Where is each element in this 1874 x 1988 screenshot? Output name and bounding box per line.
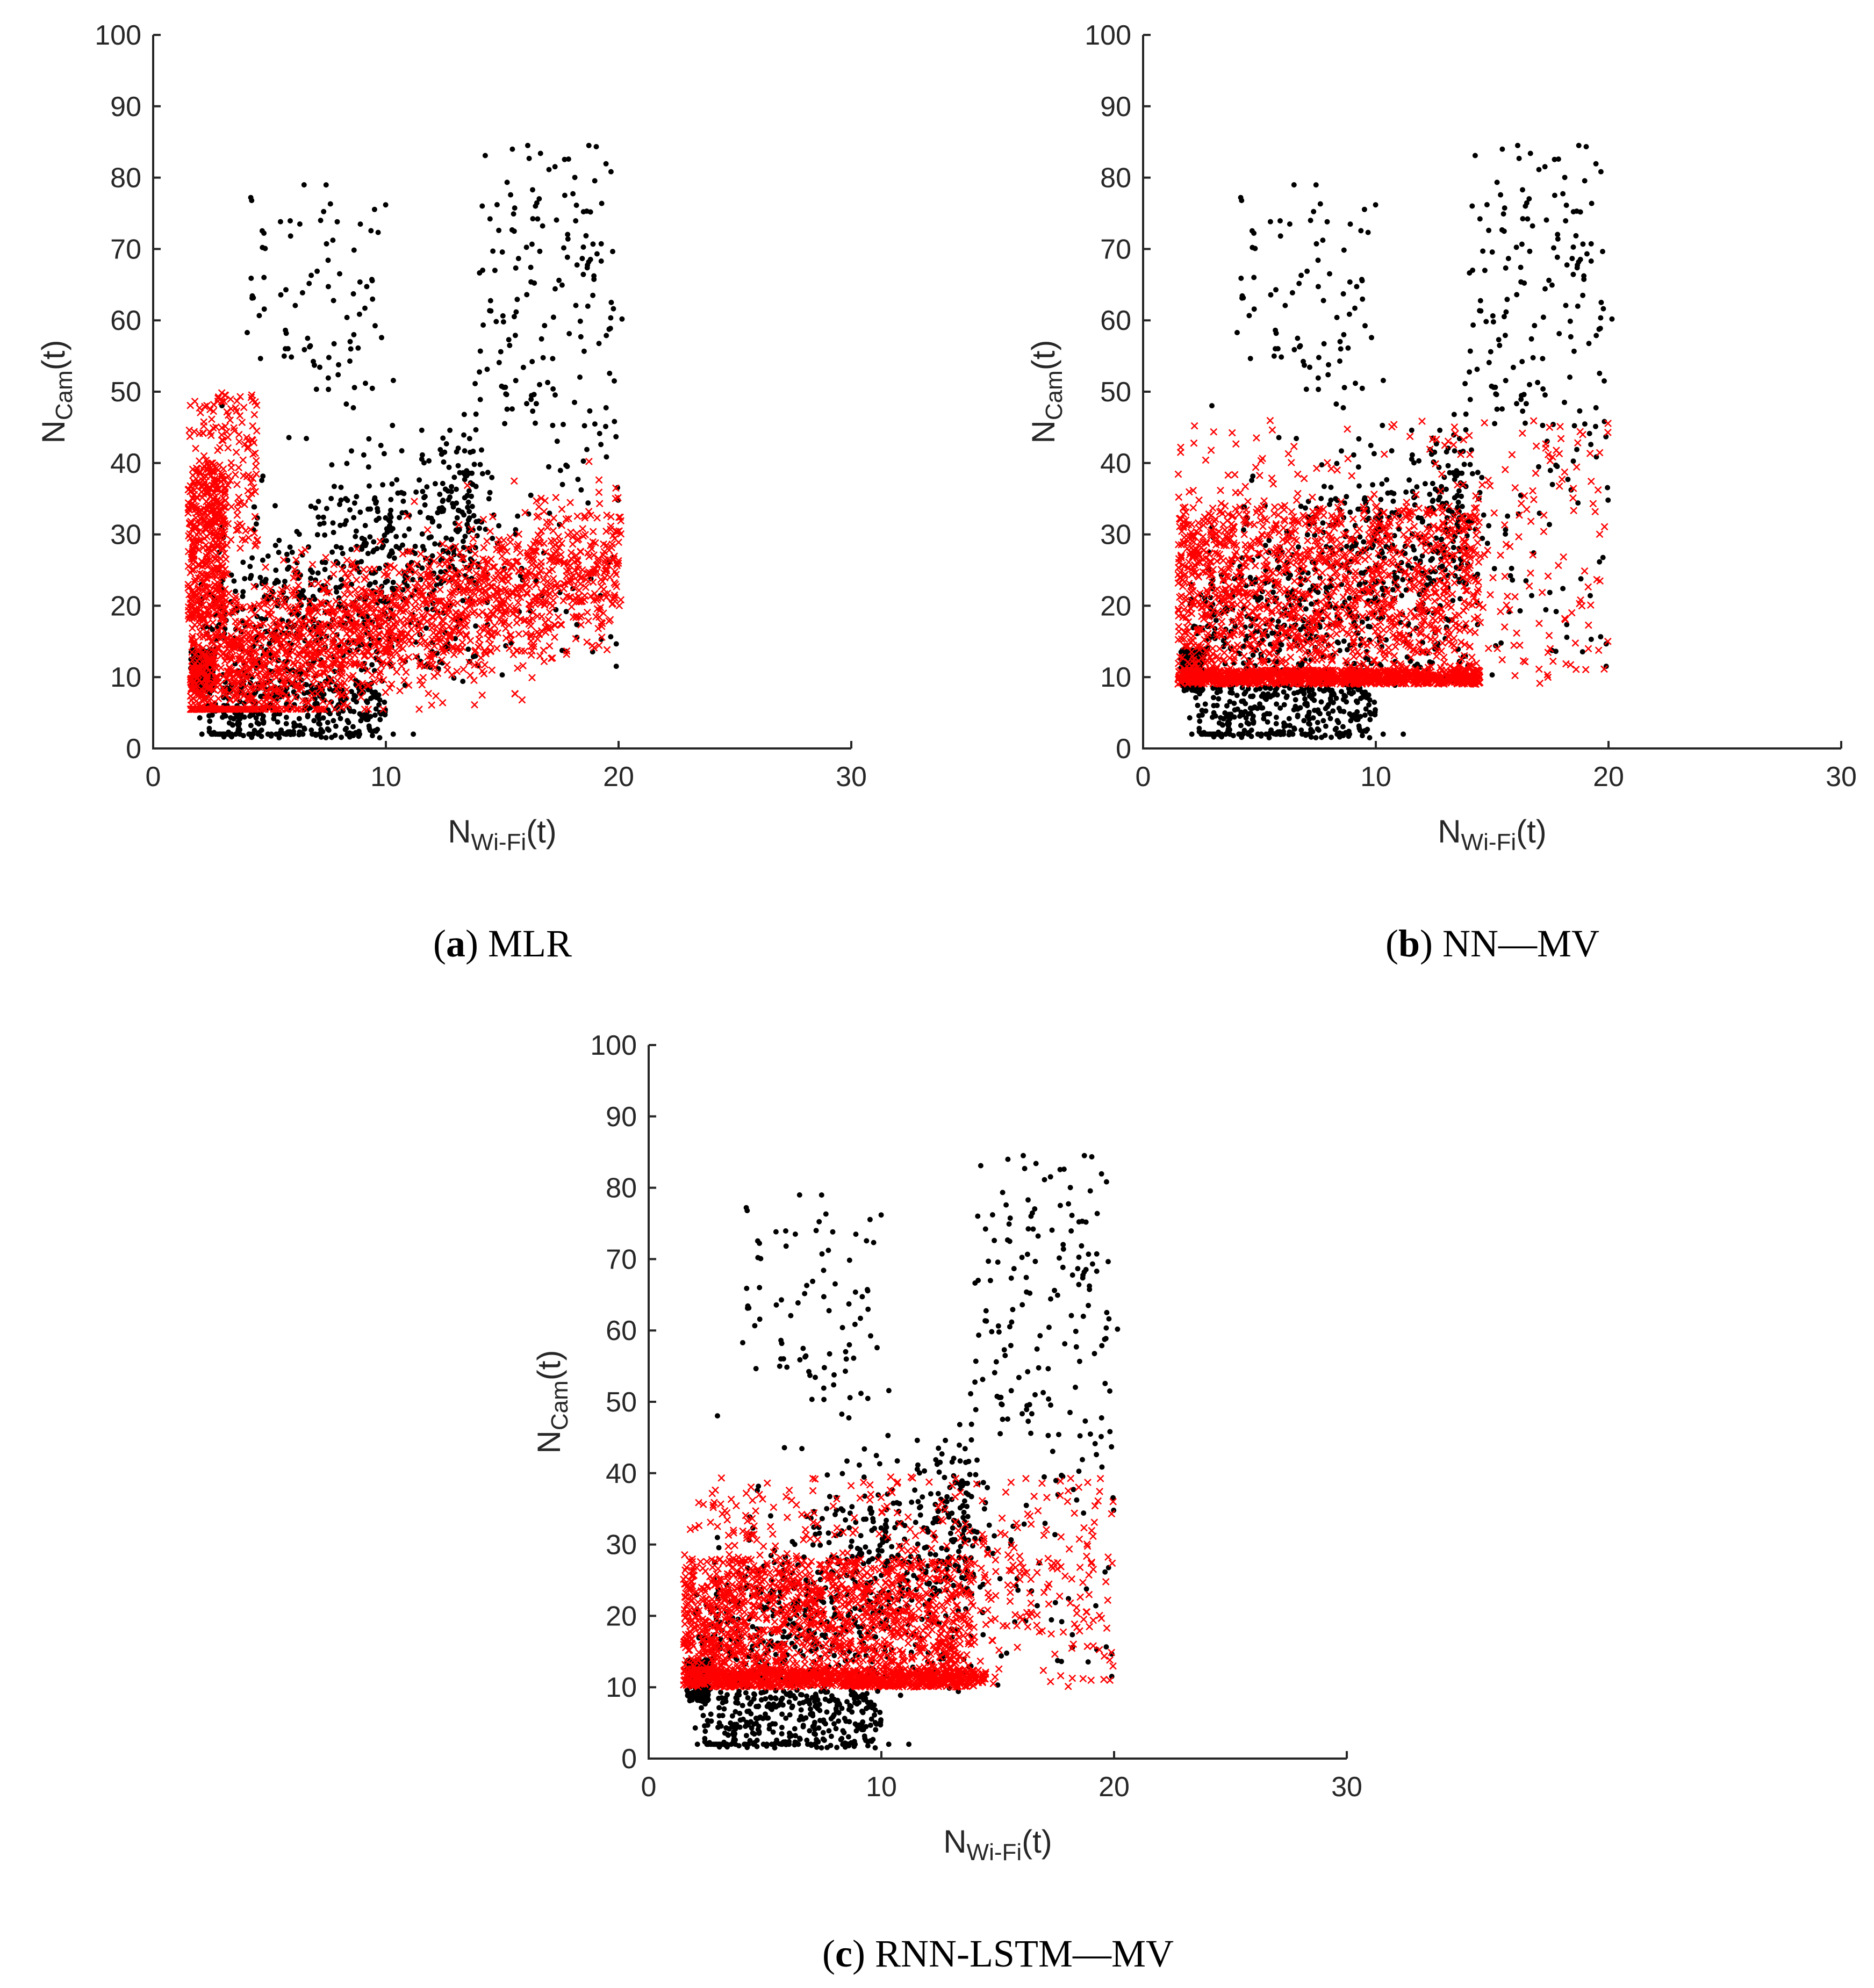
x-tick-labels: 0 10 20 30 xyxy=(1136,761,1857,793)
predicted-series xyxy=(1174,416,1612,688)
data-point-crosses xyxy=(680,1473,1117,1691)
panel-rnn-lstm-mv: 0 10 20 30 0 10 20 30 40 50 60 70 80 90 100 NWi-Fi(t)… xyxy=(531,1030,1362,1975)
x-tick-label: 0 xyxy=(1136,761,1151,793)
panel-caption: (a) MLR xyxy=(433,922,572,965)
y-tick-labels: 0 10 20 30 40 50 60 70 80 90 100 xyxy=(590,1030,637,1775)
y-tick-label: 0 xyxy=(126,733,141,765)
x-tick-labels: 0 10 20 30 xyxy=(146,761,867,793)
x-tick-label: 10 xyxy=(1360,761,1391,793)
y-tick-label: 100 xyxy=(590,1030,637,1061)
y-tick-label: 90 xyxy=(1100,91,1131,123)
scatter-points xyxy=(1174,142,1615,740)
panel-caption: (c) RNN-LSTM—MV xyxy=(822,1932,1174,1975)
y-tick-label: 30 xyxy=(1100,520,1131,551)
scatter-points xyxy=(184,142,625,740)
y-tick-label: 70 xyxy=(110,234,141,265)
y-tick-label: 20 xyxy=(606,1601,637,1632)
y-tick-label: 100 xyxy=(1085,20,1131,51)
panel-caption: (b) NN—MV xyxy=(1385,922,1599,965)
axes-box xyxy=(1142,34,1842,750)
y-tick-label: 80 xyxy=(606,1173,637,1204)
y-tick-label: 90 xyxy=(606,1101,637,1133)
x-tick-label: 10 xyxy=(370,761,401,793)
y-tick-label: 20 xyxy=(1100,590,1131,622)
y-tick-label: 10 xyxy=(1100,662,1131,693)
axes-box xyxy=(648,1044,1348,1760)
y-axis-label: NCam(t) xyxy=(531,1350,573,1454)
y-tick-label: 10 xyxy=(606,1672,637,1703)
y-tick-label: 0 xyxy=(1116,733,1131,765)
y-tick-label: 20 xyxy=(110,590,141,622)
x-axis-label: NWi-Fi(t) xyxy=(1438,813,1547,855)
x-tick-label: 20 xyxy=(1098,1771,1130,1803)
y-tick-label: 40 xyxy=(606,1458,637,1489)
y-tick-label: 40 xyxy=(1100,448,1131,479)
x-axis-label: NWi-Fi(t) xyxy=(943,1824,1052,1865)
y-tick-label: 0 xyxy=(621,1744,637,1775)
x-tick-label: 20 xyxy=(603,761,634,793)
x-axis-label: NWi-Fi(t) xyxy=(448,813,557,855)
x-tick-label: 0 xyxy=(146,761,161,793)
y-tick-label: 50 xyxy=(110,377,141,408)
scatter-points xyxy=(680,1153,1121,1751)
y-tick-label: 60 xyxy=(110,305,141,336)
y-tick-label: 80 xyxy=(1100,163,1131,194)
y-tick-label: 60 xyxy=(1100,305,1131,336)
panel-mlr: 0 10 20 30 0 10 20 30 40 50 60 70 80 90 100 NWi-Fi(t)… xyxy=(35,20,867,965)
y-tick-label: 100 xyxy=(95,20,141,51)
y-tick-label: 80 xyxy=(110,163,141,194)
y-tick-label: 50 xyxy=(1100,377,1131,408)
y-tick-label: 40 xyxy=(110,448,141,479)
y-axis-label: NCam(t) xyxy=(35,340,77,444)
y-tick-label: 60 xyxy=(606,1315,637,1346)
y-tick-label: 50 xyxy=(606,1387,637,1418)
y-tick-label: 30 xyxy=(110,520,141,551)
data-point-crosses xyxy=(184,389,625,713)
x-tick-label: 30 xyxy=(1826,761,1857,793)
x-tick-label: 10 xyxy=(866,1771,897,1803)
x-tick-label: 20 xyxy=(1593,761,1624,793)
x-tick-labels: 0 10 20 30 xyxy=(641,1771,1362,1803)
panel-nn-mv: 0 10 20 30 0 10 20 30 40 50 60 70 80 90 100 NWi-Fi(t)… xyxy=(1025,20,1857,965)
y-tick-label: 90 xyxy=(110,91,141,123)
predicted-series xyxy=(184,389,625,713)
x-tick-label: 30 xyxy=(836,761,867,793)
y-tick-label: 10 xyxy=(110,662,141,693)
y-tick-labels: 0 10 20 30 40 50 60 70 80 90 100 xyxy=(95,20,141,765)
y-axis-label: NCam(t) xyxy=(1025,340,1067,444)
predicted-series xyxy=(680,1473,1117,1691)
y-tick-labels: 0 10 20 30 40 50 60 70 80 90 100 xyxy=(1085,20,1131,765)
y-tick-label: 30 xyxy=(606,1530,637,1561)
data-point-crosses xyxy=(1174,416,1612,688)
y-tick-label: 70 xyxy=(1100,234,1131,265)
x-tick-label: 0 xyxy=(641,1771,657,1803)
axes-box xyxy=(152,34,852,750)
y-tick-label: 70 xyxy=(606,1244,637,1275)
x-tick-label: 30 xyxy=(1331,1771,1362,1803)
